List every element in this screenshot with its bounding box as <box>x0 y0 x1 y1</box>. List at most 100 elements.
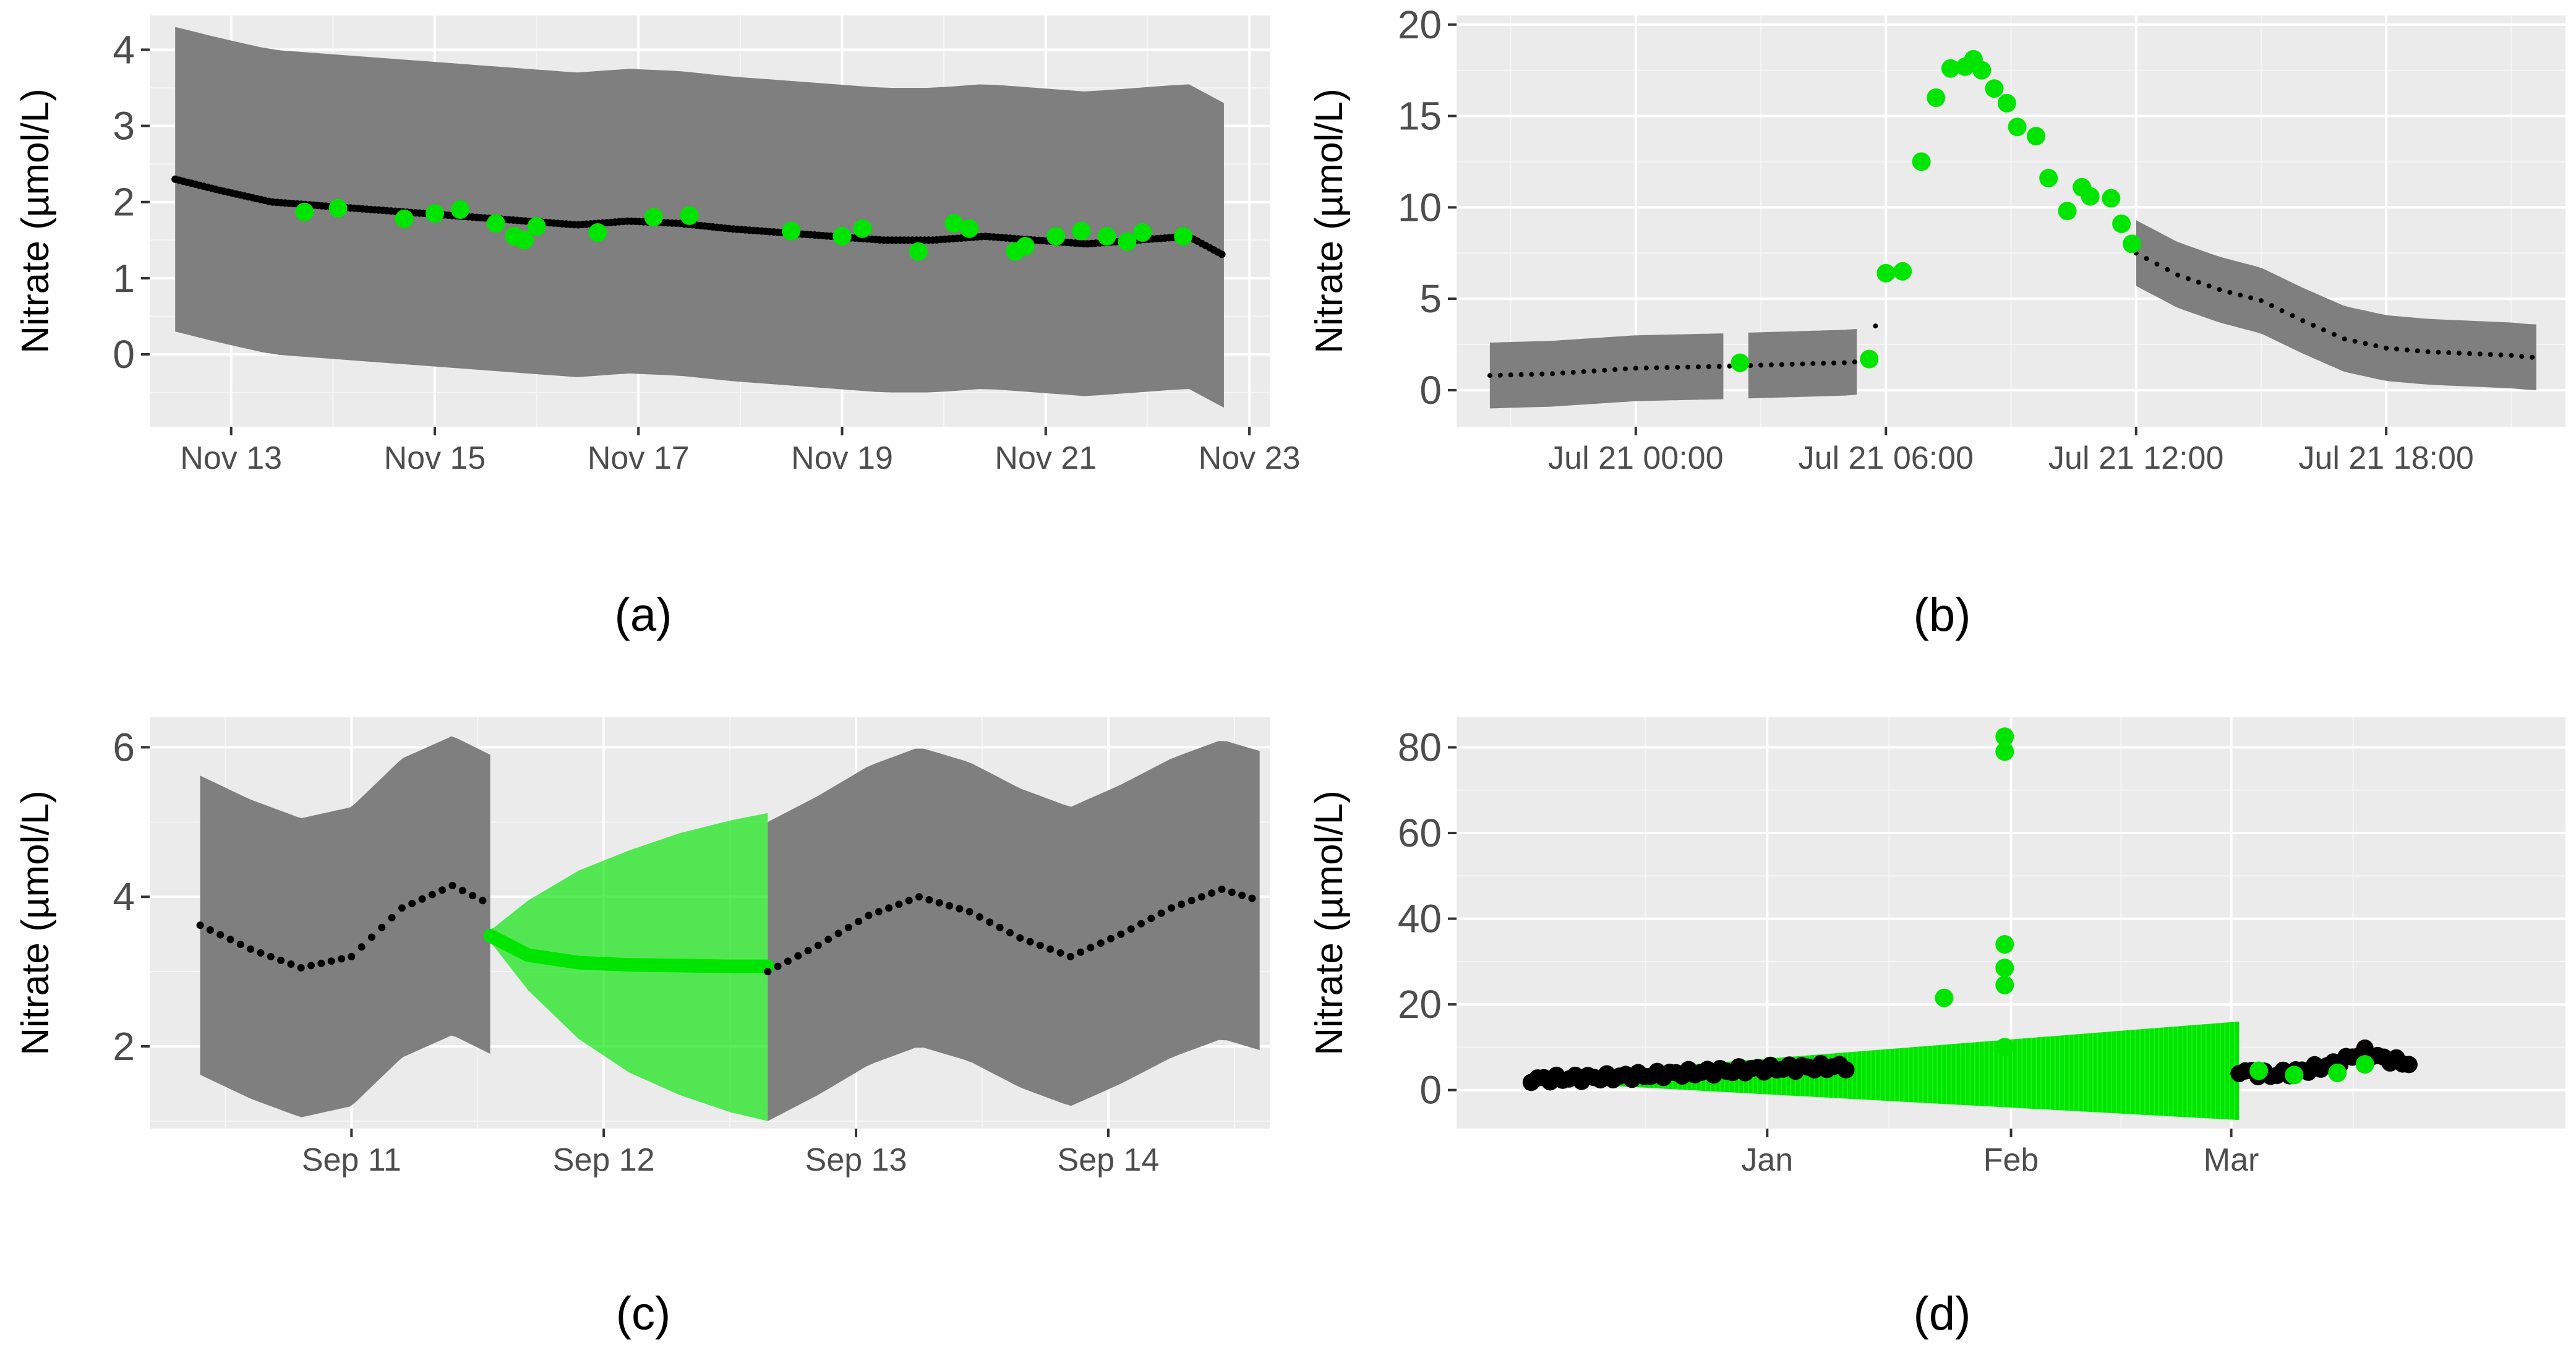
observed-point <box>479 897 487 905</box>
highlight-point <box>2026 127 2045 146</box>
observed-point <box>367 933 375 941</box>
observed-point <box>297 964 305 972</box>
observed-point <box>1228 888 1236 896</box>
observed-point <box>348 952 356 960</box>
highlight-point <box>644 208 663 227</box>
observed-point <box>1238 891 1246 899</box>
x-tick-label: Mar <box>2204 1142 2259 1178</box>
observed-point <box>2227 289 2233 295</box>
x-tick-label: Nov 13 <box>180 440 282 476</box>
observed-point <box>1727 364 1732 369</box>
highlight-point <box>588 223 607 242</box>
y-axis-label: Nitrate (µmol/L) <box>1308 790 1351 1055</box>
observed-point <box>2477 351 2483 357</box>
observed-point <box>1077 948 1085 956</box>
observed-point <box>1016 934 1024 942</box>
highlight-point <box>1072 221 1091 241</box>
y-tick-label: 20 <box>1398 2 1442 47</box>
observed-point <box>1560 370 1565 376</box>
observed-point <box>2290 313 2295 318</box>
highlight-point <box>1860 349 1879 369</box>
observed-point <box>2331 331 2337 337</box>
forecast-line <box>483 929 775 973</box>
interval-band <box>200 736 490 1117</box>
observed-point <box>1147 915 1155 923</box>
observed-point <box>2404 347 2410 352</box>
observed-point <box>875 908 883 916</box>
observed-point <box>1026 937 1034 946</box>
observed-point <box>2206 283 2212 289</box>
observed-point <box>804 947 812 955</box>
y-axis-label: Nitrate (µmol/L) <box>14 790 57 1055</box>
observed-point <box>1758 362 1764 368</box>
highlight-point <box>782 221 801 241</box>
highlight-point <box>1995 935 2014 954</box>
observed-point <box>206 926 214 934</box>
observed-point <box>1581 369 1586 374</box>
observed-point <box>2175 272 2181 278</box>
highlight-point <box>2328 1063 2347 1082</box>
observed-point <box>2258 298 2264 304</box>
y-tick-label: 2 <box>113 180 135 224</box>
highlight-point <box>680 206 699 225</box>
y-tick-label: 0 <box>1419 368 1442 412</box>
observed-point <box>1685 364 1691 370</box>
x-tick-label: Nov 17 <box>588 440 690 476</box>
panel-d: 0 20 40 60 80 Jan Feb Mar Nitrate (µmol/L) (d) <box>1308 717 2565 1340</box>
highlight-point <box>909 242 928 261</box>
axes: 0 20 40 60 80 Jan Feb Mar <box>1398 725 2259 1178</box>
highlight-point <box>2123 234 2141 254</box>
highlight-point <box>1985 79 2004 98</box>
observed-point <box>1197 893 1205 901</box>
y-axis-label: Nitrate (µmol/L) <box>14 88 57 353</box>
observed-point <box>1097 939 1105 947</box>
observed-point <box>1529 372 1534 377</box>
observed-point <box>338 955 345 963</box>
observed-point <box>1218 886 1226 894</box>
observed-point <box>247 945 255 953</box>
observed-point <box>996 923 1004 931</box>
interval-band <box>2136 220 2536 390</box>
observed-point <box>895 900 903 908</box>
y-tick-label: 10 <box>1398 185 1442 229</box>
highlight-point <box>1046 227 1066 246</box>
highlight-points <box>295 199 1193 261</box>
axes: 0 5 10 15 20 Jul 21 00:00 Jul 21 06:00 Jul 21 1… <box>1398 2 2474 476</box>
observed-point <box>257 949 265 957</box>
observed-point <box>287 960 295 968</box>
observed-point <box>1768 362 1774 367</box>
observed-point <box>1107 934 1115 942</box>
observed-point <box>824 936 832 944</box>
observed-point <box>1218 250 1226 258</box>
observed-point <box>196 921 204 929</box>
observed-point <box>418 895 426 903</box>
highlight-point <box>527 217 546 236</box>
observed-point <box>236 941 244 949</box>
observed-point <box>1696 364 1701 370</box>
highlight-point <box>1995 1038 2014 1057</box>
observed-point <box>1036 941 1044 949</box>
observed-point <box>975 913 983 921</box>
observed-points <box>196 882 1256 976</box>
y-tick-label: 1 <box>113 256 135 301</box>
highlight-point <box>486 214 505 233</box>
observed-point <box>408 900 416 908</box>
observed-point <box>1066 952 1074 960</box>
observed-point <box>1178 900 1186 908</box>
x-tick-label: Sep 14 <box>1058 1142 1160 1178</box>
panel-caption: (a) <box>615 589 672 641</box>
observed-point <box>2154 262 2160 267</box>
observed-point <box>2186 276 2191 281</box>
highlight-point <box>2102 189 2121 208</box>
y-axis-label: Nitrate (µmol/L) <box>1308 88 1351 353</box>
y-tick-label: 3 <box>113 104 135 148</box>
observed-point <box>1837 1061 1855 1078</box>
observed-point <box>1157 909 1165 917</box>
observed-point <box>2457 351 2462 356</box>
highlight-point <box>2058 202 2077 221</box>
observed-point <box>1056 949 1064 957</box>
observed-point <box>855 918 863 926</box>
y-tick-label: 4 <box>113 874 135 919</box>
observed-point <box>1841 360 1847 365</box>
highlight-point <box>451 200 470 219</box>
